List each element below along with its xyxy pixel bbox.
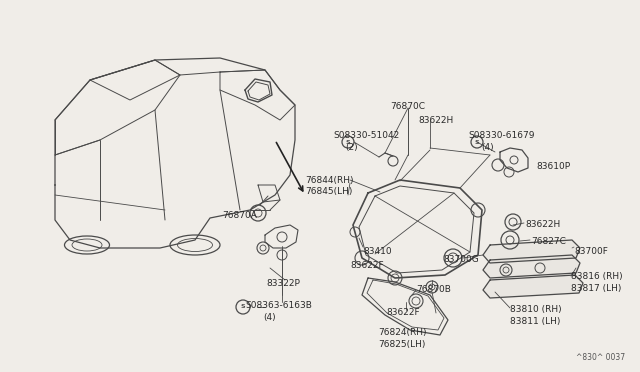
Text: 83622H: 83622H	[525, 220, 560, 229]
Text: 76870C: 76870C	[390, 102, 425, 111]
Text: 83817 (LH): 83817 (LH)	[571, 284, 621, 293]
Text: (2): (2)	[345, 143, 358, 152]
Text: 83622F: 83622F	[350, 261, 383, 270]
Text: 83610P: 83610P	[536, 162, 570, 171]
Text: 76844(RH): 76844(RH)	[305, 176, 353, 185]
Text: S08330-61679: S08330-61679	[468, 131, 534, 140]
Text: S: S	[346, 140, 350, 144]
Text: 76845(LH): 76845(LH)	[305, 187, 353, 196]
Polygon shape	[483, 275, 583, 298]
Text: S: S	[475, 140, 479, 144]
Text: 83810 (RH): 83810 (RH)	[510, 305, 562, 314]
Text: 76824(RH): 76824(RH)	[378, 328, 426, 337]
Text: 76870B: 76870B	[416, 285, 451, 294]
Text: (4): (4)	[263, 313, 276, 322]
Text: 83322P: 83322P	[266, 279, 300, 288]
Text: S08330-51042: S08330-51042	[333, 131, 399, 140]
Polygon shape	[483, 255, 580, 278]
Text: ^830^ 0037: ^830^ 0037	[576, 353, 625, 362]
Text: 83410: 83410	[363, 247, 392, 256]
Text: 83700G: 83700G	[443, 255, 479, 264]
Text: 83622H: 83622H	[418, 116, 453, 125]
Text: 83700F: 83700F	[574, 247, 608, 256]
Text: 76827C: 76827C	[531, 237, 566, 246]
Text: 83816 (RH): 83816 (RH)	[571, 272, 623, 281]
Text: (4): (4)	[481, 143, 493, 152]
Text: S08363-6163B: S08363-6163B	[245, 301, 312, 310]
Text: 83811 (LH): 83811 (LH)	[510, 317, 561, 326]
Text: 83622F: 83622F	[386, 308, 420, 317]
Text: 76870A: 76870A	[222, 211, 257, 220]
Polygon shape	[483, 240, 580, 263]
Text: S: S	[241, 305, 245, 310]
Text: 76825(LH): 76825(LH)	[378, 340, 426, 349]
